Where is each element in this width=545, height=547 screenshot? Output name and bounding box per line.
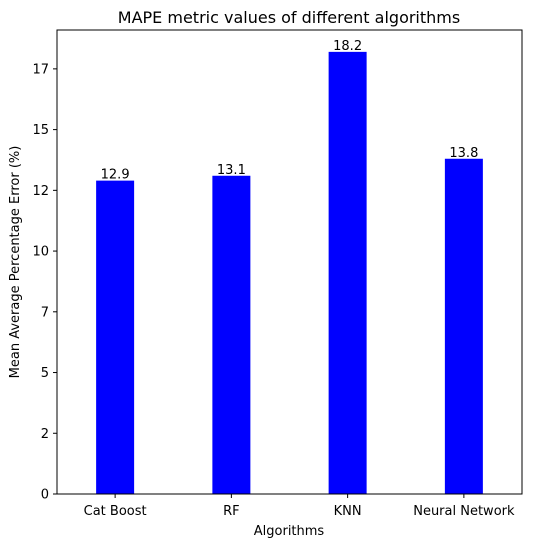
bar-value-labels: 12.9 13.1 18.2 13.8: [101, 39, 479, 183]
bar-neural-network: [444, 158, 483, 495]
y-tick-label: 5: [41, 366, 49, 381]
bar-knn: [328, 51, 367, 495]
y-axis-label: Mean Average Percentage Error (%): [8, 146, 23, 379]
chart-title: MAPE metric values of different algorith…: [118, 8, 460, 27]
y-tick-label: 12: [32, 184, 49, 199]
x-tick-label: RF: [223, 504, 240, 519]
bar-cat-boost: [96, 180, 135, 494]
y-axis-ticks: 0 2 5 7 10 12 15 17: [32, 62, 57, 503]
bar-rf: [212, 175, 251, 494]
y-tick-label: 0: [41, 488, 49, 503]
y-tick-label: 2: [41, 427, 49, 442]
y-tick-label: 7: [41, 305, 49, 320]
x-axis-ticks: Cat Boost RF KNN Neural Network: [84, 494, 515, 519]
x-axis-label: Algorithms: [254, 524, 325, 539]
y-tick-label: 15: [32, 123, 49, 138]
x-tick-label: Neural Network: [413, 504, 515, 519]
bar-value-label: 13.1: [217, 163, 246, 178]
x-tick-label: KNN: [334, 504, 362, 519]
plot-frame: [56, 29, 523, 495]
y-tick-label: 17: [32, 62, 49, 77]
bars: [96, 51, 483, 495]
x-tick-label: Cat Boost: [84, 504, 147, 519]
y-tick-label: 10: [32, 245, 49, 260]
bar-value-label: 13.8: [449, 146, 478, 161]
bar-value-label: 18.2: [333, 39, 362, 54]
bar-value-label: 12.9: [101, 168, 130, 183]
